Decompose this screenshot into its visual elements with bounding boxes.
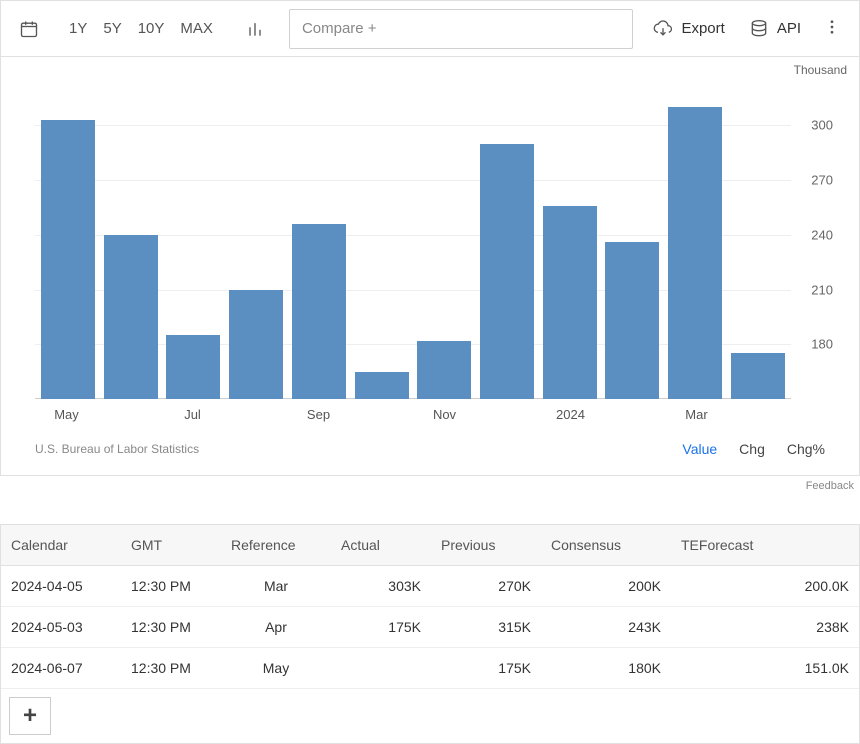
bars-area (35, 89, 791, 399)
bar-Sep[interactable] (292, 224, 346, 399)
chart-source: U.S. Bureau of Labor Statistics (35, 442, 199, 456)
bar-Apr[interactable] (731, 353, 785, 399)
table-cell: 2024-04-05 (1, 566, 121, 607)
col-actual: Actual (331, 525, 431, 566)
export-button[interactable]: Export (641, 13, 736, 45)
col-reference: Reference (221, 525, 331, 566)
x-label-Sep: Sep (307, 407, 330, 422)
x-label-Mar: Mar (685, 407, 707, 422)
compare-input[interactable] (289, 9, 634, 49)
x-label-2024: 2024 (556, 407, 585, 422)
chart-type-button[interactable] (235, 9, 275, 49)
app-root: 1Y 5Y 10Y MAX (0, 0, 860, 744)
tab-chg-pct[interactable]: Chg% (787, 441, 825, 457)
range-10y[interactable]: 10Y (130, 14, 173, 43)
table-cell (331, 648, 431, 689)
table-cell: 12:30 PM (121, 648, 221, 689)
range-5y[interactable]: 5Y (95, 14, 129, 43)
cloud-download-icon (653, 19, 673, 39)
x-label-Jul: Jul (184, 407, 201, 422)
right-tools: Export API (641, 10, 851, 47)
table-cell: Apr (221, 607, 331, 648)
table-cell: Mar (221, 566, 331, 607)
col-consensus: Consensus (541, 525, 671, 566)
plot-area: 180210240270300 (35, 89, 791, 399)
range-max[interactable]: MAX (172, 14, 221, 43)
table-cell: 2024-06-07 (1, 648, 121, 689)
table-cell: 2024-05-03 (1, 607, 121, 648)
x-label-May: May (54, 407, 79, 422)
chart-footer: U.S. Bureau of Labor Statistics Value Ch… (9, 427, 851, 475)
bar-Feb[interactable] (605, 242, 659, 399)
range-group: 1Y 5Y 10Y MAX (61, 14, 221, 43)
bar-Nov[interactable] (417, 341, 471, 399)
table-row: 2024-06-0712:30 PMMay 175K180K151.0K (1, 648, 859, 689)
table-row: 2024-04-0512:30 PMMar303K270K200K200.0K (1, 566, 859, 607)
add-button[interactable]: + (9, 697, 51, 735)
metrics-tabs: Value Chg Chg% (682, 441, 825, 457)
table-header-row: Calendar GMT Reference Actual Previous C… (1, 525, 859, 566)
table-row: 2024-05-0312:30 PMApr175K315K243K238K (1, 607, 859, 648)
tab-value[interactable]: Value (682, 441, 717, 457)
range-1y[interactable]: 1Y (61, 14, 95, 43)
table-cell: May (221, 648, 331, 689)
bar-Aug[interactable] (229, 290, 283, 399)
bar-chart-icon (245, 19, 265, 39)
col-previous: Previous (431, 525, 541, 566)
toolbar: 1Y 5Y 10Y MAX (1, 1, 859, 57)
col-gmt: GMT (121, 525, 221, 566)
y-tick-label: 180 (811, 337, 833, 352)
y-tick-label: 300 (811, 118, 833, 133)
chart-panel: 1Y 5Y 10Y MAX (0, 0, 860, 476)
calendar-table: Calendar GMT Reference Actual Previous C… (1, 525, 859, 689)
x-axis-labels: May Jul Sep Nov 2024 Mar (35, 403, 791, 427)
bar-Jul[interactable] (166, 335, 220, 399)
table-cell: 303K (331, 566, 431, 607)
x-label-Nov: Nov (433, 407, 456, 422)
api-label: API (777, 20, 801, 37)
bar-Mar[interactable] (668, 107, 722, 399)
table-cell: 175K (331, 607, 431, 648)
table-cell: 315K (431, 607, 541, 648)
table-cell: 151.0K (671, 648, 859, 689)
chart-body: Thousand 180210240270300 MayJulSepNov202… (1, 57, 859, 475)
col-teforecast: TEForecast (671, 525, 859, 566)
bar-2024[interactable] (543, 206, 597, 399)
unit-label: Thousand (794, 63, 847, 77)
table-cell: 12:30 PM (121, 607, 221, 648)
feedback-link[interactable]: Feedback (0, 476, 860, 494)
table-panel: Calendar GMT Reference Actual Previous C… (0, 524, 860, 744)
table-cell: 175K (431, 648, 541, 689)
y-tick-label: 270 (811, 173, 833, 188)
table-cell: 238K (671, 607, 859, 648)
y-tick-label: 210 (811, 282, 833, 297)
calendar-button[interactable] (9, 9, 49, 49)
add-row-area: + (1, 689, 859, 743)
dots-vertical-icon (823, 18, 841, 36)
bar-Dec[interactable] (480, 144, 534, 399)
table-cell: 180K (541, 648, 671, 689)
table-cell: 243K (541, 607, 671, 648)
table-cell: 270K (431, 566, 541, 607)
bar-Oct[interactable] (355, 372, 409, 399)
col-calendar: Calendar (1, 525, 121, 566)
bar-Jun[interactable] (104, 235, 158, 399)
more-menu-button[interactable] (813, 10, 851, 47)
y-tick-label: 240 (811, 227, 833, 242)
table-cell: 200K (541, 566, 671, 607)
table-cell: 200.0K (671, 566, 859, 607)
api-button[interactable]: API (737, 13, 813, 45)
bar-May[interactable] (41, 120, 95, 399)
calendar-icon (19, 19, 39, 39)
database-icon (749, 19, 769, 39)
tab-chg[interactable]: Chg (739, 441, 765, 457)
table-cell: 12:30 PM (121, 566, 221, 607)
export-label: Export (681, 20, 724, 37)
